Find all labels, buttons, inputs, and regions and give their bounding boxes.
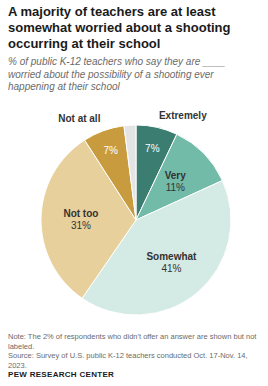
slice — [124, 125, 136, 220]
note: Note: The 2% of respondents who didn't o… — [8, 332, 260, 351]
value-label: 31% — [71, 220, 91, 231]
title: A majority of teachers are at least some… — [8, 4, 260, 52]
category-label: Not at all — [58, 113, 100, 124]
value-label: 7% — [103, 145, 118, 156]
subtitle: % of public K-12 teachers who say they a… — [8, 56, 258, 94]
pie-chart: Extremely 7% Very11% Somewhat41% Not too31% N… — [0, 95, 268, 330]
value-label: 11% — [166, 182, 185, 193]
slices — [41, 125, 231, 315]
value-label: 7% — [145, 143, 160, 154]
slice — [85, 126, 136, 220]
category-label: Very — [165, 170, 187, 181]
credit: PEW RESEARCH CENTER — [8, 370, 114, 379]
value-label: 41% — [161, 263, 181, 274]
source: Source: Survey of U.S. public K-12 teach… — [8, 351, 260, 370]
labels: Extremely 7% Very11% Somewhat41% Not too31% N… — [58, 110, 207, 275]
category-label: Not too — [63, 208, 98, 219]
category-label: Extremely — [159, 110, 207, 121]
category-label: Somewhat — [146, 251, 197, 262]
